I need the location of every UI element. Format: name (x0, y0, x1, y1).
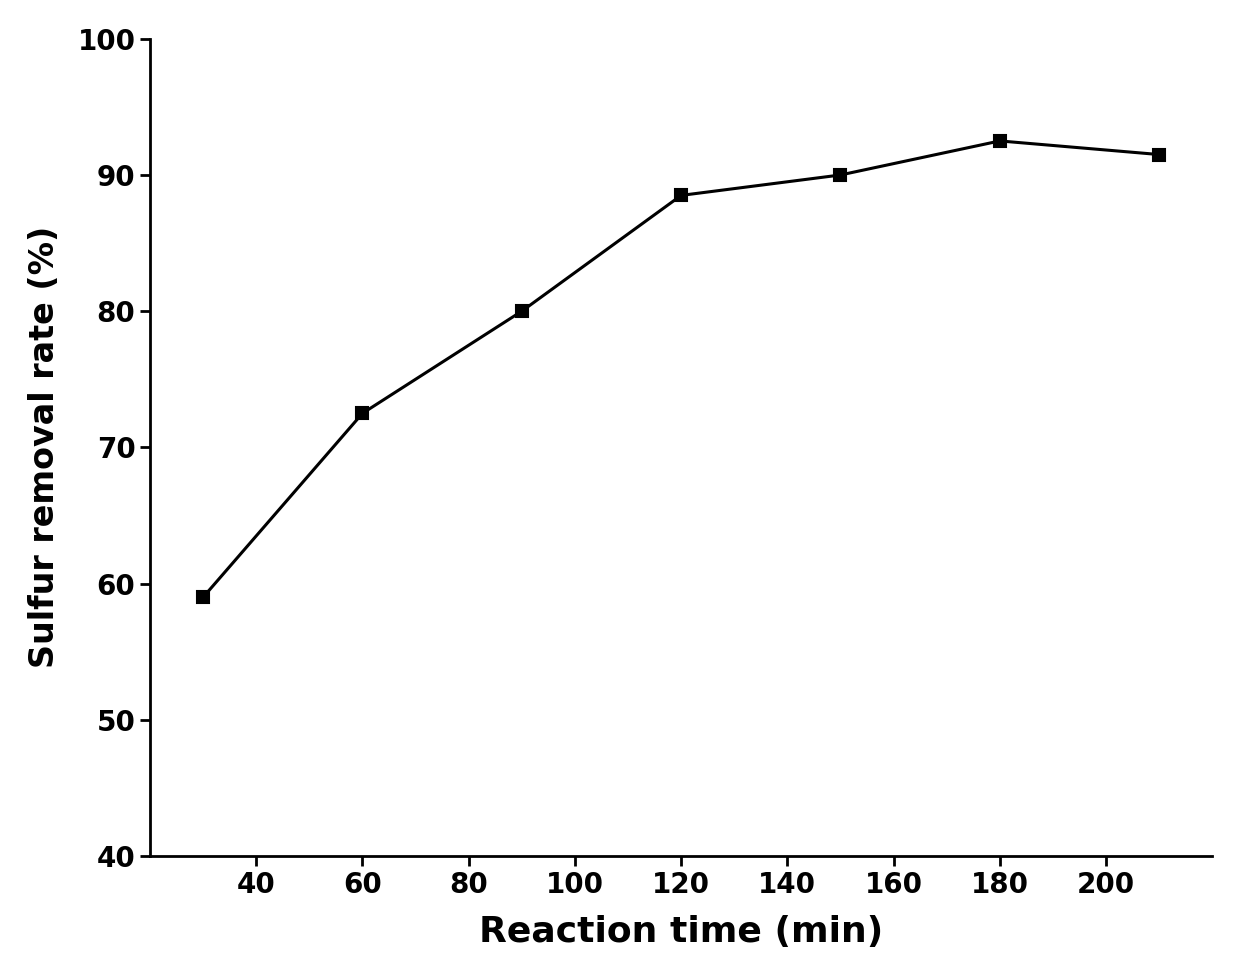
Y-axis label: Sulfur removal rate (%): Sulfur removal rate (%) (27, 227, 61, 668)
X-axis label: Reaction time (min): Reaction time (min) (479, 915, 883, 950)
